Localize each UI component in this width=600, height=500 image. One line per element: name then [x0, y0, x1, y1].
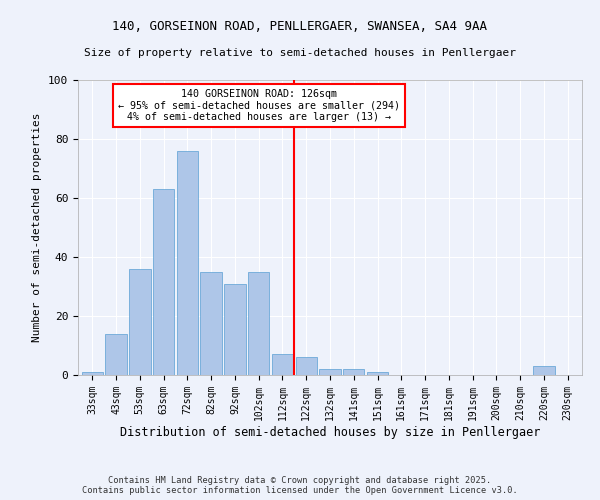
Bar	[129, 269, 151, 375]
Bar	[224, 284, 245, 375]
Bar	[106, 334, 127, 375]
Bar	[533, 366, 554, 375]
Bar	[319, 369, 341, 375]
Text: 140 GORSEINON ROAD: 126sqm
← 95% of semi-detached houses are smaller (294)
4% of: 140 GORSEINON ROAD: 126sqm ← 95% of semi…	[118, 89, 400, 122]
X-axis label: Distribution of semi-detached houses by size in Penllergaer: Distribution of semi-detached houses by …	[120, 426, 540, 438]
Bar	[176, 151, 198, 375]
Bar	[296, 358, 317, 375]
Text: Contains HM Land Registry data © Crown copyright and database right 2025.
Contai: Contains HM Land Registry data © Crown c…	[82, 476, 518, 495]
Text: 140, GORSEINON ROAD, PENLLERGAER, SWANSEA, SA4 9AA: 140, GORSEINON ROAD, PENLLERGAER, SWANSE…	[113, 20, 487, 33]
Bar	[272, 354, 293, 375]
Y-axis label: Number of semi-detached properties: Number of semi-detached properties	[32, 113, 43, 342]
Bar	[82, 372, 103, 375]
Bar	[367, 372, 388, 375]
Bar	[200, 272, 222, 375]
Bar	[153, 189, 174, 375]
Bar	[248, 272, 269, 375]
Bar	[343, 369, 364, 375]
Text: Size of property relative to semi-detached houses in Penllergaer: Size of property relative to semi-detach…	[84, 48, 516, 58]
